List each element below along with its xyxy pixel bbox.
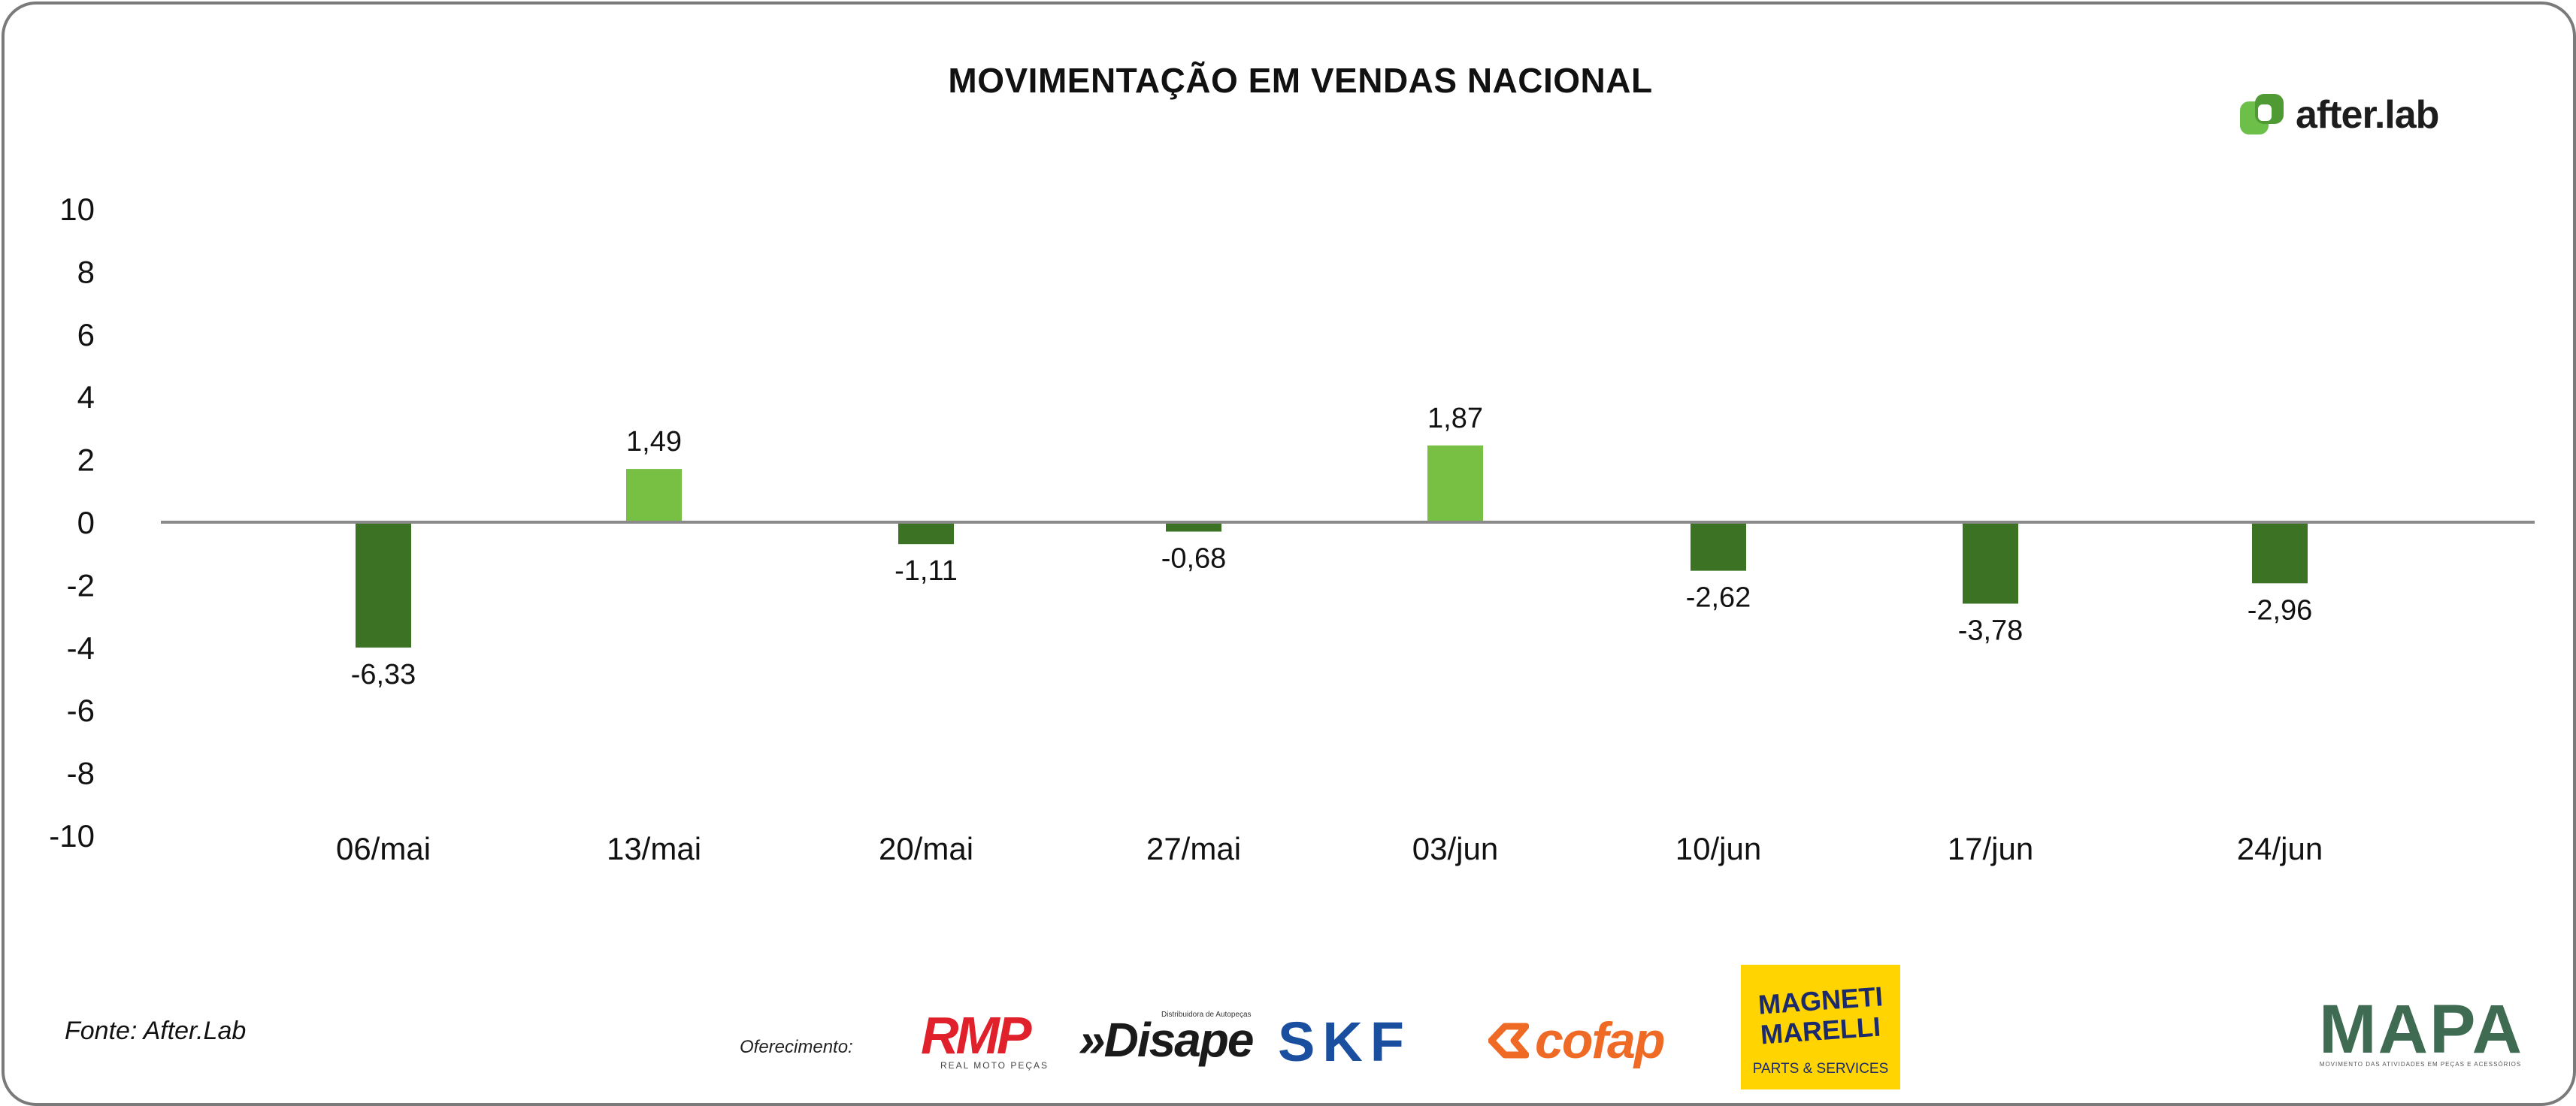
y-tick-label: -8 <box>67 756 95 791</box>
data-label: -6,33 <box>351 659 416 690</box>
data-label: 1,49 <box>626 426 682 458</box>
skf-logo: SKF <box>1278 1011 1473 1073</box>
disape-logo-subtext: Distribuidora de Autopeças <box>1161 1011 1252 1019</box>
source-note: Fonte: After.Lab <box>65 1017 247 1045</box>
x-tick-label: 24/jun <box>2237 831 2323 866</box>
mapa-logo-text: MAPA <box>2319 991 2524 1068</box>
afterlab-logo-icon <box>2238 92 2291 137</box>
chart-title: MOVIMENTAÇÃO EM VENDAS NACIONAL <box>948 61 1653 100</box>
cofap-logo-icon <box>1488 1023 1529 1059</box>
skf-logo-text: SKF <box>1278 1011 1412 1073</box>
y-tick-label: 4 <box>77 379 95 415</box>
y-tick-label: -2 <box>67 567 95 603</box>
disape-logo: Distribuidora de Autopeças »Disape <box>1079 1011 1259 1067</box>
rmp-logo-subtext: REAL MOTO PEÇAS <box>940 1060 1049 1071</box>
bar <box>1691 522 1746 571</box>
data-label: -2,96 <box>2248 594 2313 626</box>
rmp-logo: RMP REAL MOTO PEÇAS <box>921 1006 1056 1071</box>
cofap-logo-text: cofap <box>1535 1012 1665 1069</box>
sponsor-label: Oferecimento: <box>740 1037 853 1057</box>
data-label: -2,62 <box>1686 582 1751 614</box>
disape-logo-text: »Disape <box>1079 1013 1254 1067</box>
y-tick-label: 6 <box>77 317 95 352</box>
y-tick-label: 10 <box>59 192 95 227</box>
afterlab-logo-text: after.lab <box>2296 93 2439 137</box>
x-tick-label: 10/jun <box>1675 831 1761 866</box>
y-tick-label: 8 <box>77 254 95 289</box>
rmp-logo-text: RMP <box>921 1006 1032 1065</box>
bar <box>1963 522 2018 604</box>
data-label: -3,78 <box>1958 615 2024 646</box>
bar <box>356 522 411 648</box>
afterlab-logo: after.lab <box>2238 92 2439 137</box>
data-label: -0,68 <box>1161 543 1227 575</box>
mapa-logo-subtext: MOVIMENTO DAS ATIVIDADES EM PEÇAS E ACES… <box>2319 1061 2522 1068</box>
y-tick-label: 0 <box>77 505 95 540</box>
x-tick-label: 06/mai <box>336 831 431 866</box>
y-tick-label: -6 <box>67 693 95 728</box>
x-tick-label: 17/jun <box>1948 831 2033 866</box>
y-tick-label: -4 <box>67 630 95 666</box>
y-tick-label: 2 <box>77 443 95 478</box>
data-label: 1,87 <box>1427 403 1483 434</box>
data-label: -1,11 <box>894 555 958 587</box>
x-tick-label: 03/jun <box>1412 831 1498 866</box>
bar <box>1427 445 1483 522</box>
bar <box>1166 522 1221 532</box>
cofap-logo: cofap <box>1488 1012 1714 1069</box>
mapa-logo: MAPA MOVIMENTO DAS ATIVIDADES EM PEÇAS E… <box>2319 991 2524 1073</box>
x-tick-label: 13/mai <box>607 831 701 866</box>
x-tick-label: 27/mai <box>1146 831 1241 866</box>
magneti-logo-line3: PARTS & SERVICES <box>1752 1061 1889 1077</box>
magneti-marelli-logo: MAGNETI MARELLI PARTS & SERVICES <box>1741 965 1900 1089</box>
bar-chart: 10 8 6 4 2 0 -2 -4 -6 -8 -10 -6,33 06/mai 1,49 13/mai -… <box>49 192 2535 866</box>
y-tick-label: -10 <box>49 818 95 854</box>
x-tick-label: 20/mai <box>879 831 973 866</box>
bar <box>626 469 682 522</box>
bar <box>898 522 954 545</box>
bar <box>2252 522 2308 584</box>
